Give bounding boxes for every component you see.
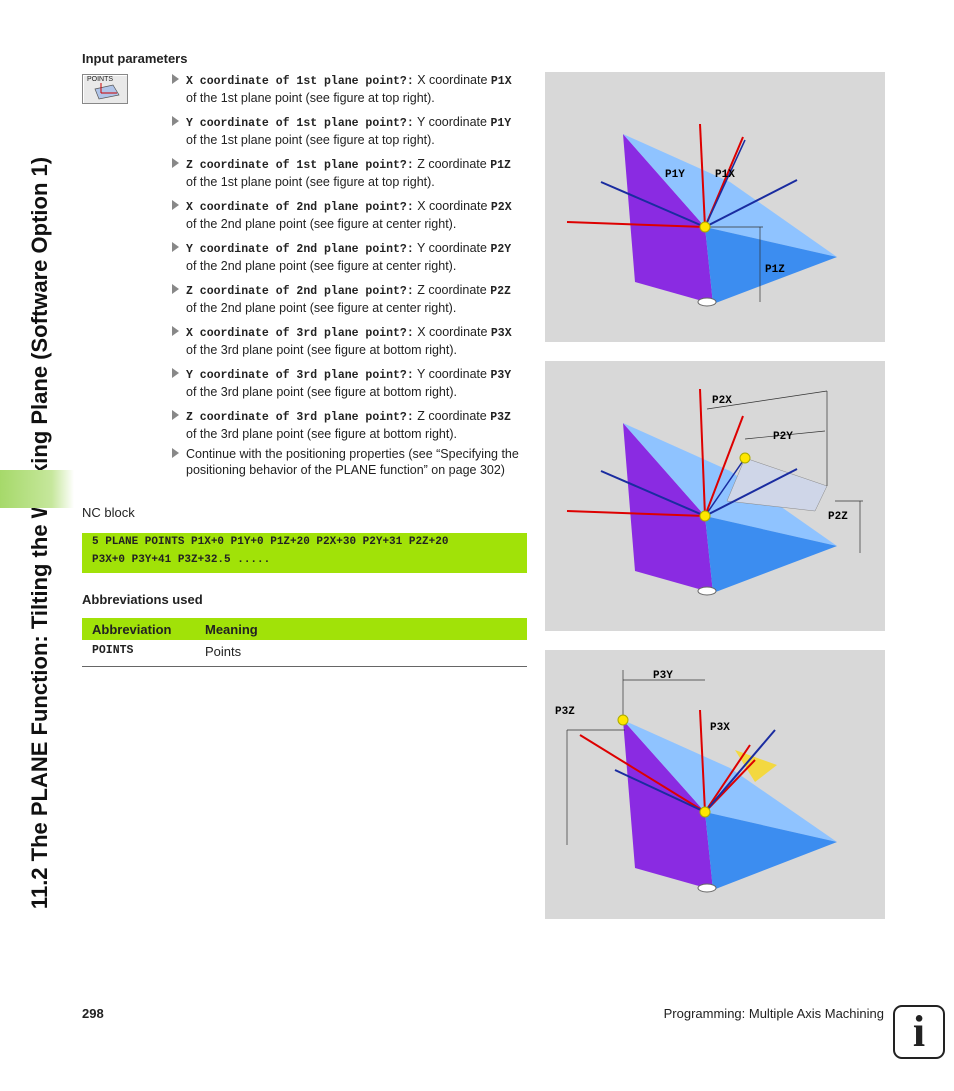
figure-label: P1Z: [765, 264, 785, 276]
table-row: POINTS Points: [82, 640, 527, 667]
parameter-text: Y coordinate: [413, 241, 491, 255]
parameter-question: X coordinate of 1st plane point?:: [186, 75, 414, 88]
bullet-triangle-icon: [172, 368, 179, 378]
page-number: 298: [82, 1006, 104, 1021]
parameter-description: of the 2nd plane point (see figure at ce…: [186, 259, 457, 273]
chapter-tab-marker: [0, 470, 74, 508]
input-parameters-heading: Input parameters: [82, 51, 188, 66]
continue-note: Continue with the positioning properties…: [172, 446, 532, 478]
nc-block: 5 PLANE POINTS P1X+0 P1Y+0 P1Z+20 P2X+30…: [82, 533, 527, 573]
column-header: Meaning: [195, 618, 527, 640]
parameter-item: Z coordinate of 2nd plane point?: Z coor…: [172, 282, 532, 324]
parameter-question: X coordinate of 3rd plane point?:: [186, 327, 414, 340]
parameter-question: Y coordinate of 3rd plane point?:: [186, 369, 414, 382]
parameter-text: X coordinate: [413, 73, 491, 87]
nc-block-label: NC block: [82, 505, 135, 520]
abbreviations-table: Abbreviation Meaning POINTS Points: [82, 618, 527, 667]
parameter-description: of the 3rd plane point (see figure at bo…: [186, 385, 457, 399]
parameter-text: Z coordinate: [413, 283, 491, 297]
parameter-item: Y coordinate of 2nd plane point?: Y coor…: [172, 240, 532, 282]
points-softkey[interactable]: POINTS: [82, 74, 128, 104]
parameter-description: of the 2nd plane point (see figure at ce…: [186, 217, 457, 231]
parameter-item: Y coordinate of 1st plane point?: Y coor…: [172, 114, 532, 156]
parameter-variable: P3Y: [490, 369, 512, 382]
parameter-list: X coordinate of 1st plane point?: X coor…: [172, 72, 532, 478]
parameter-description: of the 1st plane point (see figure at to…: [186, 133, 435, 147]
figure-label: P3Z: [555, 706, 575, 718]
parameter-description: of the 3rd plane point (see figure at bo…: [186, 427, 457, 441]
figure-label: P2Z: [828, 511, 848, 523]
parameter-variable: P3X: [490, 327, 512, 340]
parameter-item: Z coordinate of 3rd plane point?: Z coor…: [172, 408, 532, 450]
parameter-item: X coordinate of 1st plane point?: X coor…: [172, 72, 532, 114]
figure-label: P1Y: [665, 169, 685, 181]
bullet-triangle-icon: [172, 326, 179, 336]
abbr-cell: POINTS: [82, 640, 195, 667]
nc-line: 5 PLANE POINTS P1X+0 P1Y+0 P1Z+20 P2X+30…: [92, 536, 449, 548]
parameter-item: X coordinate of 3rd plane point?: X coor…: [172, 324, 532, 366]
meaning-cell: Points: [195, 640, 527, 667]
parameter-text: X coordinate: [413, 199, 491, 213]
parameter-variable: P2X: [490, 201, 512, 214]
softkey-plane-icon: [94, 83, 120, 100]
figure-bottom-plane-point-3: P3Y P3Z P3X: [545, 650, 885, 919]
parameter-variable: P1X: [490, 75, 512, 88]
parameter-text: Y coordinate: [413, 115, 491, 129]
figure-top-plane-point-1: P1Y P1X P1Z: [545, 72, 885, 342]
figure-center-plane-point-2: P2X P2Y P2Z: [545, 361, 885, 631]
parameter-item: Z coordinate of 1st plane point?: Z coor…: [172, 156, 532, 198]
parameter-description: of the 2nd plane point (see figure at ce…: [186, 301, 457, 315]
abbreviations-heading: Abbreviations used: [82, 592, 203, 607]
parameter-item: Y coordinate of 3rd plane point?: Y coor…: [172, 366, 532, 408]
bullet-triangle-icon: [172, 200, 179, 210]
parameter-question: Z coordinate of 2nd plane point?:: [186, 285, 414, 298]
figure-label: P2Y: [773, 431, 793, 443]
parameter-variable: P3Z: [490, 411, 511, 424]
bullet-triangle-icon: [172, 158, 179, 168]
figure-2-drawing: P2X P2Y P2Z: [566, 388, 863, 596]
parameter-description: of the 1st plane point (see figure at to…: [186, 91, 435, 105]
parameter-item: X coordinate of 2nd plane point?: X coor…: [172, 198, 532, 240]
figure-1-drawing: P1Y P1X P1Z: [566, 123, 837, 307]
parameter-question: X coordinate of 2nd plane point?:: [186, 201, 414, 214]
parameter-description: of the 1st plane point (see figure at to…: [186, 175, 435, 189]
parameter-text: Z coordinate: [413, 409, 491, 423]
info-icon: i: [893, 1005, 945, 1059]
nc-line: P3X+0 P3Y+41 P3Z+32.5 .....: [92, 554, 271, 566]
footer-text: Programming: Multiple Axis Machining: [663, 1006, 884, 1021]
parameter-question: Z coordinate of 1st plane point?:: [186, 159, 414, 172]
parameter-question: Y coordinate of 2nd plane point?:: [186, 243, 414, 256]
bullet-triangle-icon: [172, 410, 179, 420]
figure-3-drawing: P3Y P3Z P3X: [555, 670, 837, 893]
parameter-variable: P2Y: [490, 243, 512, 256]
bullet-triangle-icon: [172, 116, 179, 126]
side-chapter-title: 11.2 The PLANE Function: Tilting the Wor…: [0, 0, 70, 1091]
parameter-variable: P1Y: [490, 117, 512, 130]
parameter-text: Z coordinate: [413, 157, 491, 171]
softkey-label: POINTS: [87, 76, 114, 83]
continue-text: Continue with the positioning properties…: [186, 447, 519, 477]
bullet-triangle-icon: [172, 242, 179, 252]
side-title-text: 11.2 The PLANE Function: Tilting the Wor…: [27, 156, 52, 910]
table-header-row: Abbreviation Meaning: [82, 618, 527, 640]
figure-label: P3X: [710, 722, 730, 734]
figure-label: P1X: [715, 169, 735, 181]
column-header: Abbreviation: [82, 618, 195, 640]
bullet-triangle-icon: [172, 74, 179, 84]
bullet-triangle-icon: [172, 448, 179, 458]
figure-label: P2X: [712, 395, 732, 407]
figure-label: P3Y: [653, 670, 673, 682]
bullet-triangle-icon: [172, 284, 179, 294]
parameter-variable: P1Z: [490, 159, 511, 172]
parameter-question: Y coordinate of 1st plane point?:: [186, 117, 414, 130]
parameter-question: Z coordinate of 3rd plane point?:: [186, 411, 414, 424]
parameter-text: X coordinate: [413, 325, 491, 339]
parameter-variable: P2Z: [490, 285, 511, 298]
parameter-text: Y coordinate: [413, 367, 491, 381]
parameter-description: of the 3rd plane point (see figure at bo…: [186, 343, 457, 357]
